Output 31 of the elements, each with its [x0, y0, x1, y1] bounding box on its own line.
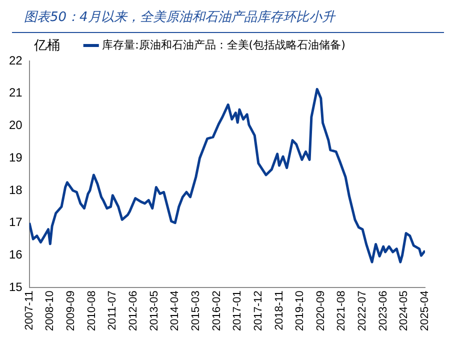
x-tick-label: 2011-07 [106, 290, 119, 330]
x-tick-label: 2016-02 [210, 290, 223, 332]
x-tick-label: 2021-08 [336, 290, 348, 332]
y-tick-label: 20 [8, 118, 23, 132]
x-tick-label: 2020-09 [314, 290, 327, 332]
x-tick-label: 2010-08 [86, 290, 98, 332]
x-tick-label: 2023-06 [377, 290, 390, 332]
y-tick-label: 18 [8, 182, 23, 197]
y-tick-label: 22 [8, 53, 23, 68]
y-axis-title: 亿桶 [33, 38, 60, 54]
y-tick-label: 15 [8, 280, 23, 294]
x-tick-label: 2012-06 [128, 290, 140, 332]
x-tick-label: 2017-12 [252, 290, 264, 332]
x-tick-label: 2019-10 [294, 290, 306, 332]
x-tick-label: 2024-05 [398, 290, 410, 332]
x-tick-label: 2014-04 [169, 290, 182, 332]
chart-title: 图表50：4月以来，全美原油和石油产品库存环比小升 [12, 8, 444, 33]
x-tick-label: 2007-11 [23, 290, 36, 330]
y-tick-label: 17 [8, 215, 23, 230]
y-tick-label: 19 [8, 150, 23, 164]
legend-label: 库存量:原油和石油产品：全美(包括战略石油储备) [102, 38, 346, 52]
y-tick-label: 16 [8, 248, 23, 262]
x-tick-label: 2008-10 [44, 290, 56, 332]
x-tick-label: 2015-03 [190, 290, 202, 332]
x-tick-label: 2017-01 [232, 290, 244, 332]
x-tick-label: 2013-05 [148, 290, 160, 332]
x-tick-label: 2009-09 [65, 290, 78, 332]
x-tick-label: 2022-07 [356, 290, 369, 332]
y-tick-label: 21 [8, 86, 23, 100]
x-tick-label: 2025-04 [419, 290, 432, 332]
x-tick-label: 2018-11 [273, 290, 286, 330]
